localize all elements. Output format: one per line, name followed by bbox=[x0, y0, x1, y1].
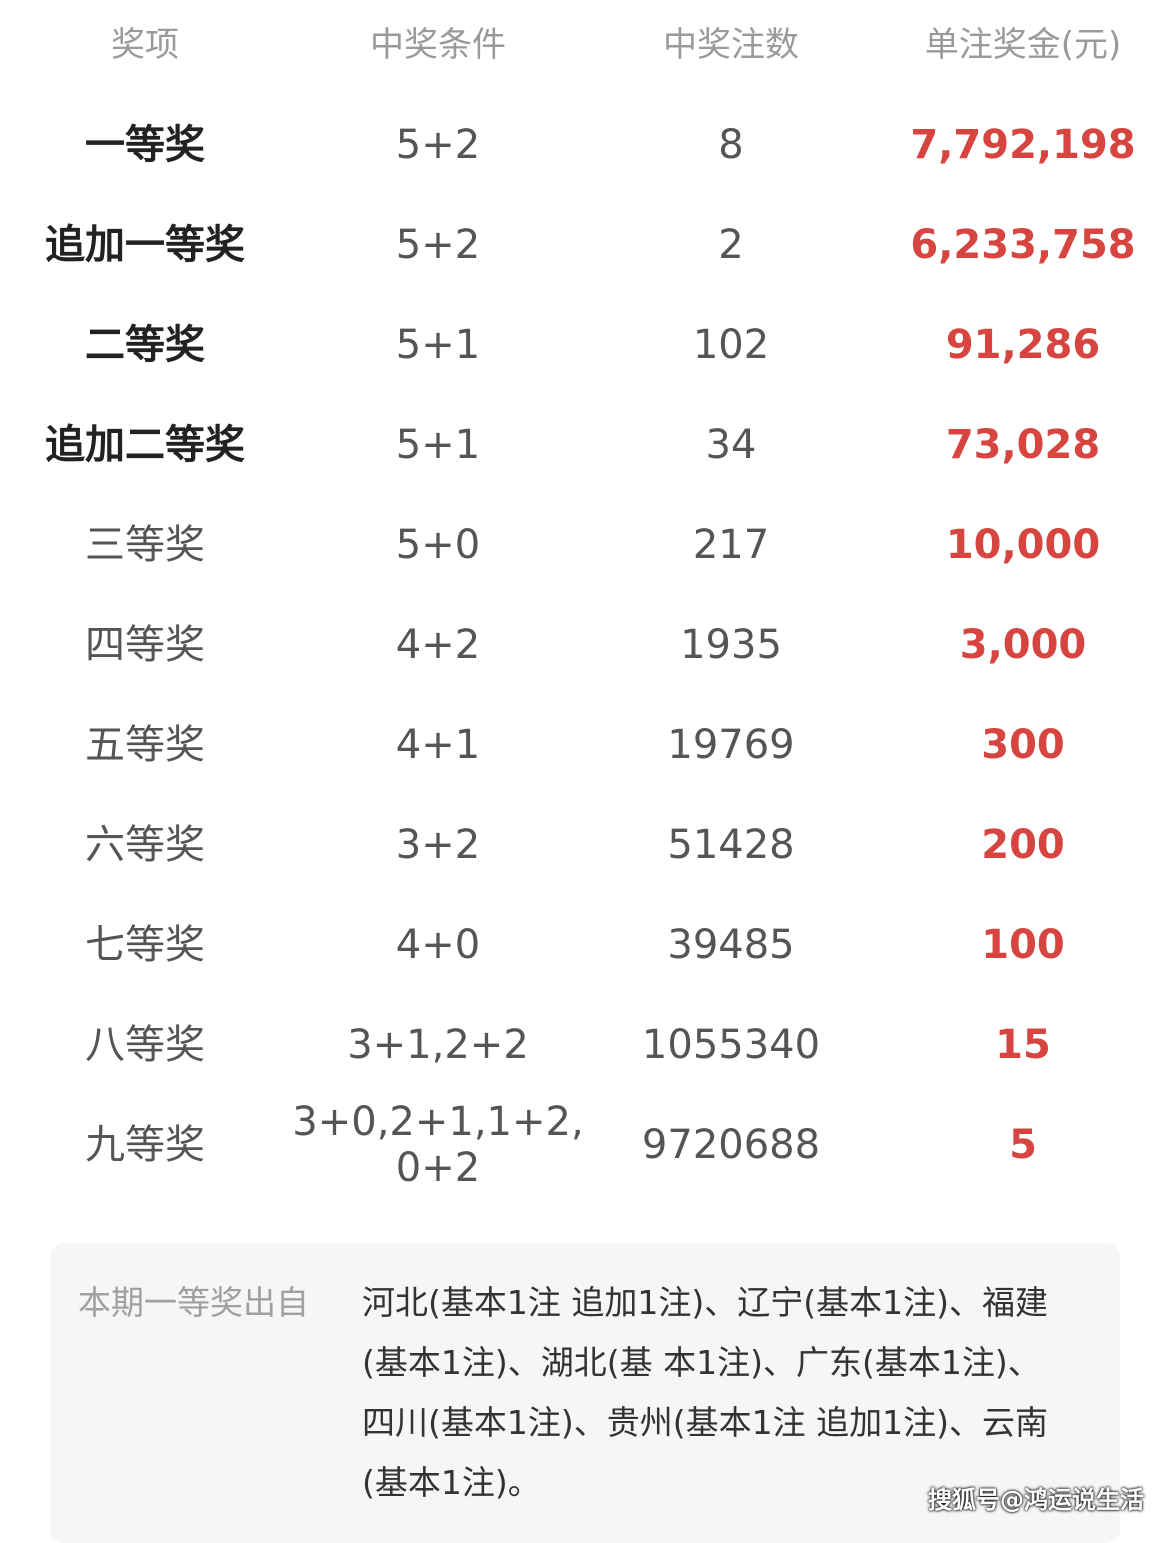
prize-amount: 200 bbox=[981, 822, 1065, 868]
table-row: 三等奖 5+0 217 10,000 bbox=[0, 495, 1170, 595]
prize-amount: 5 bbox=[1009, 1122, 1037, 1168]
prize-condition: 5+0 bbox=[395, 522, 481, 568]
prize-name: 追加一等奖 bbox=[45, 222, 245, 268]
winner-count: 217 bbox=[692, 522, 770, 568]
prize-condition: 4+1 bbox=[395, 722, 481, 768]
prize-amount: 6,233,758 bbox=[910, 222, 1136, 268]
winner-count: 1055340 bbox=[641, 1022, 821, 1068]
prize-amount: 100 bbox=[981, 922, 1065, 968]
prize-name: 九等奖 bbox=[85, 1122, 205, 1168]
prize-name: 七等奖 bbox=[85, 922, 205, 968]
header-amount: 单注奖金(元) bbox=[924, 25, 1122, 65]
prize-amount: 7,792,198 bbox=[910, 122, 1136, 168]
prize-condition: 3+0,2+1,1+2, 0+2 bbox=[292, 1099, 584, 1191]
prize-name: 追加二等奖 bbox=[45, 422, 245, 468]
table-row: 追加一等奖 5+2 2 6,233,758 bbox=[0, 195, 1170, 295]
prize-amount: 15 bbox=[995, 1022, 1051, 1068]
watermark: 搜狐号@鸿运说生活 bbox=[928, 1486, 1144, 1514]
prize-amount: 300 bbox=[981, 722, 1065, 768]
prize-name: 一等奖 bbox=[85, 122, 205, 168]
prize-condition: 5+1 bbox=[395, 422, 481, 468]
prize-amount: 73,028 bbox=[945, 422, 1101, 468]
table-row: 追加二等奖 5+1 34 73,028 bbox=[0, 395, 1170, 495]
winner-count: 34 bbox=[705, 422, 757, 468]
table-row: 六等奖 3+2 51428 200 bbox=[0, 795, 1170, 895]
table-row: 五等奖 4+1 19769 300 bbox=[0, 695, 1170, 795]
winner-location-note: 本期一等奖出自 河北(基本1注 追加1注)、辽宁(基本1注)、福建(基本1注)、… bbox=[50, 1243, 1120, 1543]
winner-count: 9720688 bbox=[641, 1122, 821, 1168]
winner-count: 102 bbox=[692, 322, 770, 368]
header-prize: 奖项 bbox=[111, 25, 179, 65]
prize-condition: 4+0 bbox=[395, 922, 481, 968]
note-text: 河北(基本1注 追加1注)、辽宁(基本1注)、福建(基本1注)、湖北(基 本1注… bbox=[362, 1283, 1048, 1502]
table-row: 七等奖 4+0 39485 100 bbox=[0, 895, 1170, 995]
note-label: 本期一等奖出自 bbox=[78, 1283, 309, 1322]
prize-amount: 10,000 bbox=[945, 522, 1101, 568]
prize-condition: 5+2 bbox=[395, 222, 481, 268]
table-header: 奖项 中奖条件 中奖注数 单注奖金(元) bbox=[0, 0, 1170, 95]
prize-amount: 91,286 bbox=[945, 322, 1101, 368]
table-row: 四等奖 4+2 1935 3,000 bbox=[0, 595, 1170, 695]
prize-condition: 3+1,2+2 bbox=[347, 1022, 529, 1068]
table-row: 九等奖 3+0,2+1,1+2, 0+2 9720688 5 bbox=[0, 1095, 1170, 1195]
prize-condition: 5+2 bbox=[395, 122, 481, 168]
winner-count: 39485 bbox=[667, 922, 795, 968]
prize-name: 六等奖 bbox=[85, 822, 205, 868]
prize-condition: 4+2 bbox=[395, 622, 481, 668]
header-condition: 中奖条件 bbox=[370, 25, 506, 65]
prize-amount: 3,000 bbox=[959, 622, 1087, 668]
winner-count: 1935 bbox=[680, 622, 782, 668]
prize-name: 二等奖 bbox=[85, 322, 205, 368]
winner-count: 19769 bbox=[667, 722, 795, 768]
prize-name: 四等奖 bbox=[85, 622, 205, 668]
table-row: 八等奖 3+1,2+2 1055340 15 bbox=[0, 995, 1170, 1095]
winner-count: 51428 bbox=[667, 822, 795, 868]
prize-condition: 5+1 bbox=[395, 322, 481, 368]
prize-condition: 3+2 bbox=[395, 822, 481, 868]
prize-name: 三等奖 bbox=[85, 522, 205, 568]
winner-count: 8 bbox=[718, 122, 744, 168]
table-row: 一等奖 5+2 8 7,792,198 bbox=[0, 95, 1170, 195]
prize-name: 五等奖 bbox=[85, 722, 205, 768]
header-count: 中奖注数 bbox=[663, 25, 799, 65]
table-row: 二等奖 5+1 102 91,286 bbox=[0, 295, 1170, 395]
prize-name: 八等奖 bbox=[85, 1022, 205, 1068]
winner-count: 2 bbox=[718, 222, 744, 268]
